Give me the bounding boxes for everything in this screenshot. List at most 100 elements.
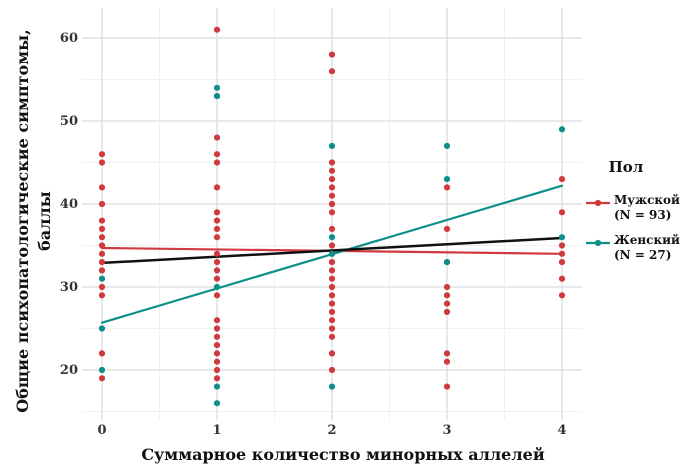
data-point (213, 350, 221, 357)
x-axis-title: Суммарное количество минорных аллелей (141, 445, 545, 464)
legend-title: Пол (609, 158, 644, 176)
data-point (98, 292, 106, 299)
legend-label-count: (N = 27) (614, 248, 671, 262)
data-point (98, 234, 106, 241)
data-point (98, 151, 106, 158)
data-point (443, 225, 451, 232)
data-point (558, 242, 566, 249)
data-point (328, 259, 336, 266)
data-point (98, 184, 106, 191)
data-point (213, 93, 221, 100)
data-point (98, 259, 106, 266)
data-point (213, 325, 221, 332)
data-point (98, 275, 106, 282)
data-point (558, 209, 566, 216)
data-point (98, 267, 106, 274)
data-point (328, 267, 336, 274)
x-tick-label: 2 (327, 423, 336, 438)
data-points (98, 26, 566, 407)
data-point (328, 68, 336, 75)
data-point (328, 325, 336, 332)
data-point (328, 383, 336, 390)
data-point (98, 350, 106, 357)
data-point (213, 225, 221, 232)
y-tick-label: 30 (60, 280, 78, 295)
y-tick-label: 50 (60, 114, 78, 129)
data-point (443, 283, 451, 291)
data-point (328, 300, 336, 307)
data-point (558, 176, 566, 183)
data-point (328, 250, 336, 257)
data-point (213, 151, 221, 158)
legend-key-point (594, 239, 602, 247)
data-point (443, 259, 451, 266)
data-point (213, 375, 221, 382)
data-point (213, 259, 221, 266)
data-point (558, 259, 566, 266)
legend-label-count: (N = 93) (614, 208, 671, 222)
data-point (443, 184, 451, 191)
data-point (213, 275, 221, 282)
data-point (328, 184, 336, 191)
data-point (328, 200, 336, 208)
data-point (443, 176, 451, 183)
data-point (558, 275, 566, 282)
data-point (98, 375, 106, 382)
data-point (98, 325, 106, 332)
data-point (98, 159, 106, 166)
data-point (558, 292, 566, 299)
data-point (213, 26, 221, 33)
data-point (328, 234, 336, 241)
y-axis-title: Общие психопатологические симптомы, балл… (13, 29, 54, 412)
data-point (98, 200, 106, 208)
data-point (328, 167, 336, 174)
trend-line (100, 236, 564, 265)
legend-label: Мужской (614, 193, 680, 207)
data-point (213, 333, 221, 340)
x-tick-label: 3 (442, 423, 451, 438)
x-axis-ticks: 0 1 2 3 4 (97, 423, 566, 438)
data-point (213, 366, 221, 374)
data-point (98, 283, 106, 291)
legend-key-point (594, 199, 602, 207)
data-point (328, 366, 336, 374)
data-point (328, 292, 336, 299)
legend-label: Женский (614, 233, 680, 247)
data-point (98, 250, 106, 257)
y-axis-title-line1: Общие психопатологические симптомы, (13, 29, 32, 412)
y-tick-label: 20 (60, 363, 78, 378)
data-point (213, 383, 221, 390)
data-point (213, 358, 221, 365)
data-point (213, 250, 221, 257)
data-point (213, 159, 221, 166)
data-point (328, 51, 336, 58)
data-point (213, 283, 221, 291)
data-point (558, 126, 566, 133)
y-axis-title-line2: баллы (35, 191, 54, 251)
data-point (328, 283, 336, 291)
data-point (213, 400, 221, 407)
data-point (443, 142, 451, 149)
data-point (98, 242, 106, 249)
data-point (98, 217, 106, 224)
y-tick-label: 40 (60, 197, 78, 212)
data-point (328, 333, 336, 340)
x-tick-label: 4 (557, 423, 566, 438)
data-point (443, 383, 451, 390)
data-point (443, 350, 451, 357)
data-point (443, 358, 451, 365)
data-point (328, 159, 336, 166)
x-tick-label: 1 (212, 423, 221, 438)
data-point (558, 250, 566, 257)
data-point (98, 366, 106, 374)
data-point (328, 209, 336, 216)
data-point (443, 308, 451, 315)
data-point (328, 192, 336, 199)
data-point (213, 134, 221, 141)
data-point (213, 292, 221, 299)
data-point (328, 242, 336, 249)
data-point (328, 308, 336, 315)
data-point (213, 267, 221, 274)
data-point (213, 317, 221, 324)
